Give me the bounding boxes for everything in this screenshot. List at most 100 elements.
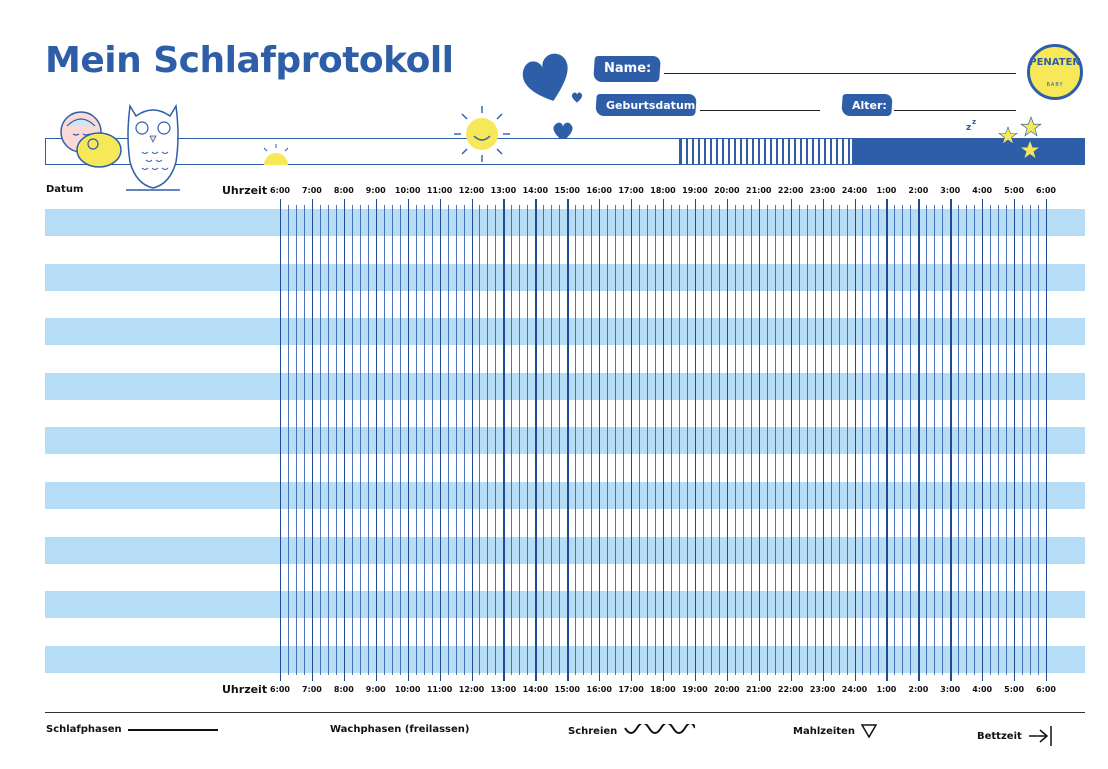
hour-label: 23:00	[809, 186, 836, 195]
quarter-gridline	[902, 205, 904, 675]
quarter-gridline	[1038, 205, 1040, 675]
hour-label: 13:00	[490, 685, 517, 694]
quarter-gridline	[814, 205, 816, 675]
legend-bedtime-label: Bettzeit	[977, 730, 1022, 742]
hour-label: 12:00	[458, 685, 485, 694]
legend-sleep-label: Schlafphasen	[46, 724, 122, 735]
dusk-stripes	[680, 138, 852, 165]
hour-label: 11:00	[426, 186, 453, 195]
wave-icon	[624, 724, 696, 734]
table-row[interactable]	[45, 318, 1085, 346]
hour-label: 24:00	[841, 186, 868, 195]
legend-sleep: Schlafphasen	[46, 724, 218, 735]
table-row[interactable]	[45, 536, 1085, 564]
quarter-gridline	[742, 205, 744, 675]
quarter-gridline	[830, 205, 832, 675]
quarter-gridline	[447, 205, 449, 675]
quarter-gridline	[655, 205, 657, 675]
hour-gridline	[726, 199, 729, 681]
hour-label: 23:00	[809, 685, 836, 694]
hour-label: 4:00	[972, 186, 993, 195]
page-title: Mein Schlafprotokoll	[45, 40, 454, 81]
quarter-gridline	[1022, 205, 1024, 675]
quarter-gridline	[543, 205, 545, 675]
hour-label: 21:00	[746, 186, 772, 195]
time-label-bottom: Uhrzeit	[222, 683, 268, 696]
hour-label: 10:00	[394, 186, 421, 195]
quarter-gridline	[455, 205, 457, 675]
svg-text:z: z	[972, 118, 976, 126]
table-row[interactable]	[45, 209, 1085, 236]
legend-bedtime: Bettzeit	[977, 724, 1054, 748]
hour-label: 2:00	[908, 186, 929, 195]
hour-gridline	[918, 199, 920, 681]
table-row[interactable]	[45, 482, 1085, 509]
quarter-gridline	[519, 205, 521, 675]
sun-icon	[454, 106, 510, 162]
hour-label: 19:00	[682, 186, 708, 195]
quarter-gridline	[766, 205, 768, 675]
quarter-gridline	[958, 205, 960, 675]
sleep-log-grid[interactable]	[45, 199, 1085, 681]
hour-gridline	[311, 199, 314, 681]
hour-gridline	[407, 199, 409, 681]
hour-label: 18:00	[650, 186, 676, 195]
quarter-gridline	[702, 205, 704, 675]
hour-label: 5:00	[1004, 186, 1025, 195]
quarter-gridline	[966, 205, 968, 675]
quarter-gridline	[774, 205, 776, 675]
star-icon	[1020, 116, 1042, 137]
quarter-gridline	[431, 205, 433, 675]
owl-icon	[126, 103, 180, 191]
table-row[interactable]	[45, 427, 1085, 455]
hour-label: 20:00	[714, 685, 740, 694]
hour-gridline	[439, 199, 441, 681]
quarter-gridline	[894, 205, 896, 675]
hour-label: 5:00	[1004, 685, 1025, 694]
birth-date-label: Geburtsdatum:	[595, 94, 700, 116]
birth-date-field[interactable]	[700, 110, 820, 111]
quarter-gridline	[287, 205, 289, 675]
hour-gridline	[950, 199, 952, 681]
quarter-gridline	[878, 205, 880, 675]
heart-icon	[522, 53, 568, 101]
hour-gridline	[1014, 199, 1016, 681]
legend-meals: Mahlzeiten	[793, 724, 877, 738]
quarter-gridline	[559, 205, 561, 675]
hour-label: 17:00	[618, 685, 644, 694]
age-field[interactable]	[894, 110, 1016, 111]
table-row[interactable]	[45, 263, 1085, 291]
hour-labels-bottom: 6:00 7:00 8:00 9:00 10:00 11:00 12:00 13:00 14:0…	[270, 685, 1056, 697]
hour-gridline	[471, 199, 473, 681]
hour-label: 15:00	[554, 186, 580, 195]
quarter-gridline	[415, 205, 417, 675]
table-row[interactable]	[45, 645, 1085, 673]
quarter-gridline	[575, 205, 577, 675]
legend-crying: Schreien	[568, 724, 696, 738]
quarter-gridline	[1030, 205, 1032, 675]
hour-label: 14:00	[522, 685, 549, 694]
legend-awake: Wachphasen (freilassen)	[330, 724, 469, 735]
triangle-icon	[860, 724, 877, 738]
name-field[interactable]	[664, 73, 1016, 74]
table-row[interactable]	[45, 591, 1085, 619]
quarter-gridline	[607, 205, 609, 675]
table-row[interactable]	[45, 372, 1085, 400]
quarter-gridline	[678, 205, 680, 675]
quarter-gridline	[327, 205, 329, 675]
logo-sub: BABY	[1046, 81, 1064, 88]
hour-label: 6:00	[1036, 186, 1056, 195]
hour-label: 20:00	[714, 186, 740, 195]
hour-label: 7:00	[301, 685, 322, 694]
quarter-gridline	[647, 205, 649, 675]
quarter-gridline	[1006, 205, 1008, 675]
quarter-gridline	[463, 205, 465, 675]
hour-label: 9:00	[365, 186, 386, 195]
star-icon	[1021, 141, 1039, 158]
heart-icon	[571, 92, 583, 103]
legend-separator	[45, 712, 1085, 713]
hour-gridline	[631, 199, 633, 681]
quarter-gridline	[303, 205, 305, 675]
quarter-gridline	[990, 205, 992, 675]
legend-meals-label: Mahlzeiten	[793, 725, 855, 737]
